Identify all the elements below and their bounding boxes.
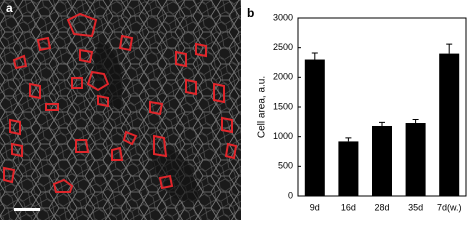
x-tick-label: 28d bbox=[374, 202, 389, 212]
x-tick-label: 9d bbox=[310, 202, 320, 212]
y-tick-label: 1500 bbox=[273, 101, 293, 111]
page: a b Cell area, a.u. 0 500 1000 1500 2000 2500… bbox=[0, 0, 467, 220]
y-tick-label: 2500 bbox=[273, 42, 293, 52]
error-bar bbox=[379, 121, 385, 126]
micrograph: a bbox=[0, 0, 241, 220]
y-tick-label: 3000 bbox=[273, 12, 293, 22]
bar bbox=[338, 141, 359, 196]
x-tick-label: 16d bbox=[341, 202, 356, 212]
bar bbox=[405, 123, 426, 196]
y-tick-label: 2000 bbox=[273, 72, 293, 82]
bar bbox=[372, 125, 392, 196]
y-tick-label: 500 bbox=[278, 161, 293, 171]
x-tick-label: 35d bbox=[408, 202, 423, 212]
figure: a b Cell area, a.u. 0 500 1000 1500 2000 2500… bbox=[0, 0, 467, 220]
y-tick-label: 1000 bbox=[273, 131, 293, 141]
y-axis-label: Cell area, a.u. bbox=[257, 76, 268, 138]
bar bbox=[304, 59, 325, 197]
bar bbox=[439, 53, 460, 196]
error-bar bbox=[446, 43, 453, 54]
scale-bar bbox=[14, 208, 40, 211]
panel-label: b bbox=[247, 6, 254, 20]
error-bar bbox=[412, 118, 419, 124]
x-tick-label: 7d(w.) bbox=[437, 202, 462, 212]
y-tick-label: 0 bbox=[288, 190, 293, 200]
error-bar bbox=[345, 137, 352, 142]
error-bar bbox=[311, 52, 318, 60]
panel-label: a bbox=[6, 1, 13, 15]
